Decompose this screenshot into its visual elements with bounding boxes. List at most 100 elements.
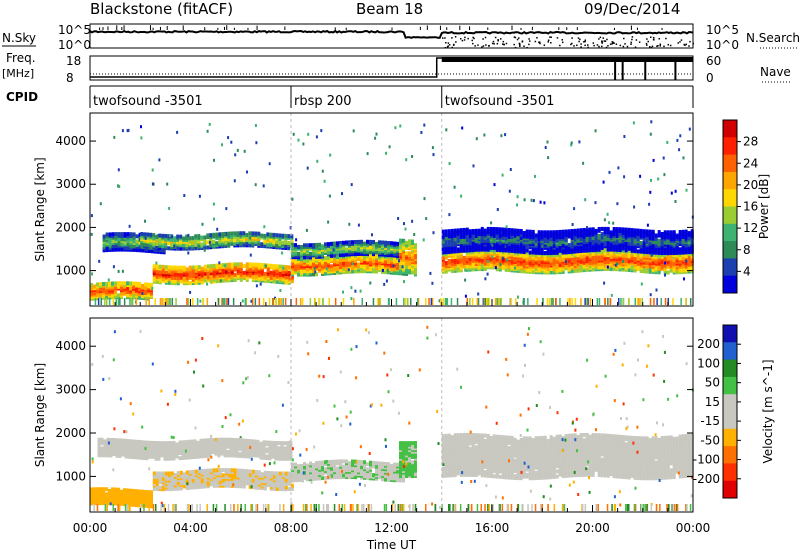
nsearch-point	[597, 44, 599, 46]
power-echo-cell	[658, 251, 661, 255]
power-noise-cell	[307, 167, 309, 170]
power-echo-cell	[213, 264, 216, 268]
velocity-echo-cell	[221, 443, 224, 447]
velocity-echo-cell	[117, 488, 120, 492]
velocity-echo-cell	[236, 454, 239, 458]
power-clutter-cell	[314, 298, 316, 305]
power-clutter-cell	[628, 298, 630, 305]
power-colorbar-segment	[723, 120, 737, 138]
power-echo-cell	[445, 236, 448, 240]
power-echo-cell	[333, 242, 336, 246]
power-clutter-cell	[536, 298, 538, 305]
power-noise-cell	[213, 159, 215, 162]
nsearch-point	[451, 47, 453, 49]
power-noise-cell	[476, 137, 478, 140]
power-echo-cell	[136, 240, 139, 244]
power-noise-cell	[168, 207, 170, 210]
power-echo-cell	[454, 255, 457, 259]
nsearch-point	[445, 42, 447, 44]
freq-label: Freq.	[6, 51, 36, 65]
power-noise-cell	[187, 252, 189, 255]
power-echo-cell	[526, 245, 529, 249]
power-echo-cell	[589, 228, 592, 232]
freq-unit-label: [MHz]	[2, 67, 34, 80]
power-noise-cell	[206, 283, 208, 286]
velocity-echo-cell	[197, 455, 200, 459]
power-echo-cell	[502, 233, 505, 237]
power-noise-cell	[230, 141, 232, 144]
power-echo-cell	[634, 228, 637, 232]
velocity-echo-cell	[239, 452, 242, 456]
power-echo-cell	[309, 243, 312, 247]
power-colorbar-segment	[723, 276, 737, 294]
power-echo-cell	[670, 230, 673, 234]
y-tick-label: 3000	[55, 177, 86, 191]
velocity-echo-cell	[170, 453, 173, 457]
power-echo-cell	[327, 247, 330, 251]
power-echo-cell	[538, 230, 541, 234]
power-clutter-cell	[285, 298, 287, 305]
power-clutter-cell	[425, 298, 427, 305]
power-noise-cell	[394, 126, 396, 129]
power-noise-cell	[490, 221, 492, 224]
power-clutter-cell	[680, 298, 682, 305]
power-noise-cell	[573, 207, 575, 210]
power-noise-cell	[152, 182, 154, 185]
power-noise-cell	[242, 300, 244, 303]
power-echo-cell	[553, 258, 556, 262]
power-echo-cell	[272, 233, 275, 237]
power-echo-cell	[514, 237, 517, 241]
power-clutter-cell	[149, 298, 151, 305]
power-clutter-cell	[329, 298, 331, 305]
power-echo-cell	[198, 265, 201, 269]
nsearch-point	[497, 43, 499, 45]
power-echo-cell	[266, 232, 269, 236]
power-colorbar-segment	[723, 189, 737, 207]
power-echo-cell	[106, 246, 109, 250]
power-echo-cell	[682, 230, 685, 234]
power-echo-cell	[263, 239, 266, 243]
power-clutter-cell	[118, 298, 120, 305]
power-echo-cell	[93, 285, 96, 289]
power-noise-cell	[608, 221, 610, 224]
power-echo-cell	[451, 259, 454, 263]
nsearch-point	[624, 43, 626, 45]
nsearch-point	[612, 41, 614, 43]
power-noise-cell	[460, 195, 462, 198]
power-clutter-cell	[672, 298, 674, 305]
power-clutter-cell	[245, 298, 247, 305]
power-colorbar-segment	[723, 172, 737, 190]
power-echo-cell	[607, 227, 610, 231]
power-noise-cell	[145, 237, 147, 240]
power-clutter-cell	[555, 298, 557, 305]
power-clutter-cell	[101, 298, 103, 305]
power-noise-cell	[400, 240, 402, 243]
power-noise-cell	[141, 292, 143, 295]
nsearch-point	[632, 36, 634, 38]
power-echo-cell	[673, 262, 676, 266]
power-echo-cell	[257, 242, 260, 246]
nave-label: Nave	[760, 65, 791, 79]
power-echo-cell	[472, 234, 475, 238]
velocity-echo-cell	[116, 438, 119, 442]
power-echo-cell	[472, 267, 475, 271]
nsearch-point	[601, 46, 603, 48]
power-noise-cell	[664, 262, 666, 265]
power-echo-cell	[448, 259, 451, 263]
power-noise-cell	[314, 267, 316, 270]
power-echo-cell	[180, 266, 183, 270]
nsearch-point	[559, 45, 561, 47]
power-noise-cell	[663, 173, 665, 176]
power-echo-cell	[194, 234, 197, 238]
power-clutter-cell	[635, 298, 637, 305]
power-clutter-cell	[207, 298, 209, 305]
power-echo-cell	[580, 228, 583, 232]
power-echo-cell	[345, 241, 348, 245]
power-echo-cell	[640, 241, 643, 245]
power-noise-cell	[464, 269, 466, 272]
power-noise-cell	[324, 180, 326, 183]
power-clutter-cell	[175, 298, 177, 305]
power-echo-cell	[357, 257, 360, 261]
nave-hi-label: 60	[706, 54, 721, 68]
